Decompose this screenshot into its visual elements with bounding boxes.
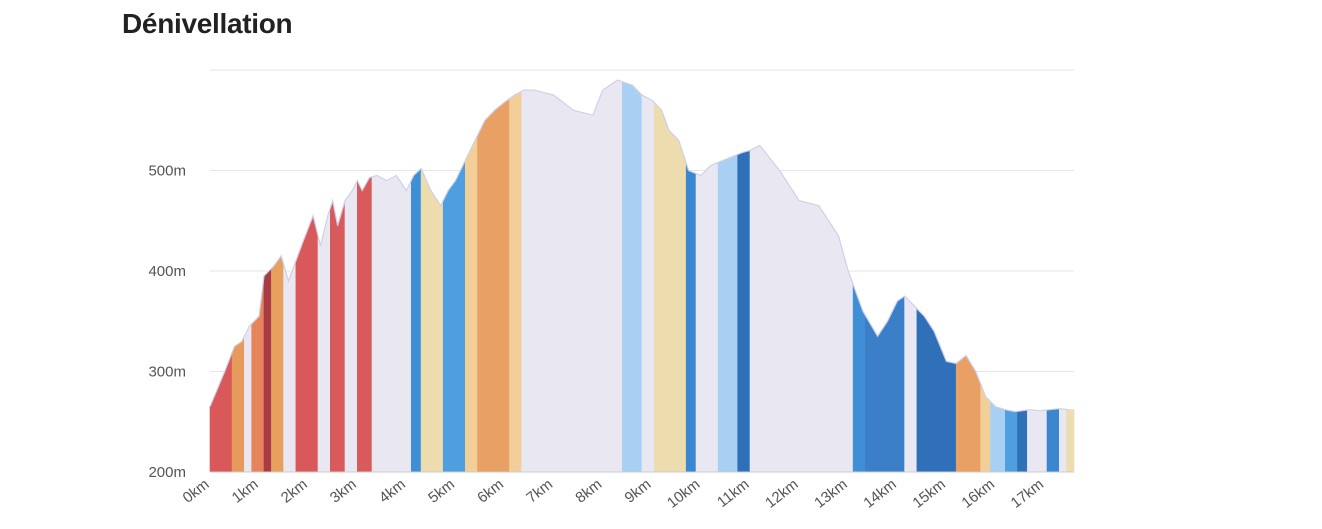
slope-band <box>329 200 346 473</box>
slope-band <box>1004 409 1018 473</box>
slope-band <box>904 295 918 473</box>
slope-band <box>371 175 412 473</box>
slope-band <box>641 94 655 473</box>
x-tick-label: 10km <box>664 476 703 512</box>
slope-band <box>1017 409 1028 473</box>
slope-band <box>442 160 466 473</box>
y-tick-label: 500m <box>148 163 186 180</box>
slope-band <box>244 323 252 473</box>
x-tick-label: 11km <box>714 476 753 511</box>
slope-band <box>1066 409 1075 473</box>
x-tick-label: 6km <box>474 476 507 507</box>
slope-band <box>653 101 687 473</box>
x-tick-label: 13km <box>811 476 850 512</box>
slope-band <box>295 214 319 473</box>
slope-band <box>317 208 331 473</box>
slope-band <box>283 260 297 473</box>
x-tick-label: 16km <box>959 476 998 512</box>
y-tick-label: 200m <box>148 464 186 481</box>
x-tick-label: 9km <box>621 476 654 507</box>
slope-band <box>263 267 272 473</box>
slope-band <box>509 90 523 473</box>
x-tick-label: 12km <box>762 476 801 512</box>
slope-band <box>1046 408 1060 473</box>
y-tick-label: 400m <box>148 263 186 280</box>
slope-band <box>955 354 982 473</box>
x-tick-label: 7km <box>523 476 556 507</box>
elevation-line <box>209 79 1070 413</box>
slope-band <box>410 167 422 473</box>
chart-title: Dénivellation <box>122 8 293 39</box>
x-tick-label: 4km <box>376 476 409 507</box>
slope-band <box>1027 409 1048 473</box>
y-axis: 200m 300m 400m 500m <box>148 163 186 482</box>
slope-band <box>717 153 739 473</box>
slope-band <box>749 145 854 473</box>
slope-band <box>356 176 373 473</box>
x-tick-label: 8km <box>572 476 605 507</box>
x-tick-label: 14km <box>860 476 899 512</box>
x-axis: 0km 1km 2km 3km 4km 5km 6km 7km 8km 9km 10km 11km 12… <box>180 476 1047 512</box>
slope-band <box>464 135 478 473</box>
slope-band <box>420 168 444 473</box>
x-tick-label: 3km <box>327 476 360 507</box>
slope-band <box>1059 408 1067 473</box>
x-tick-label: 15km <box>909 476 948 512</box>
slope-band <box>695 162 719 473</box>
slope-bands <box>209 79 1075 473</box>
slope-band <box>737 150 751 473</box>
y-tick-label: 300m <box>148 364 186 381</box>
slope-band <box>990 400 1006 473</box>
slope-band <box>477 98 510 473</box>
slope-band <box>865 295 905 473</box>
x-tick-label: 17km <box>1008 476 1047 512</box>
slope-band <box>622 81 643 473</box>
slope-band <box>521 79 623 473</box>
x-tick-label: 2km <box>278 476 311 507</box>
profile-outline <box>209 79 1074 473</box>
slope-band <box>271 255 284 473</box>
slope-band <box>251 275 265 473</box>
slope-band <box>685 162 697 473</box>
slope-band <box>344 180 358 473</box>
slope-band <box>916 307 957 473</box>
x-tick-label: 1km <box>229 476 262 507</box>
slope-band <box>231 336 245 473</box>
slope-band <box>209 352 233 473</box>
x-tick-label: 5km <box>425 476 458 507</box>
